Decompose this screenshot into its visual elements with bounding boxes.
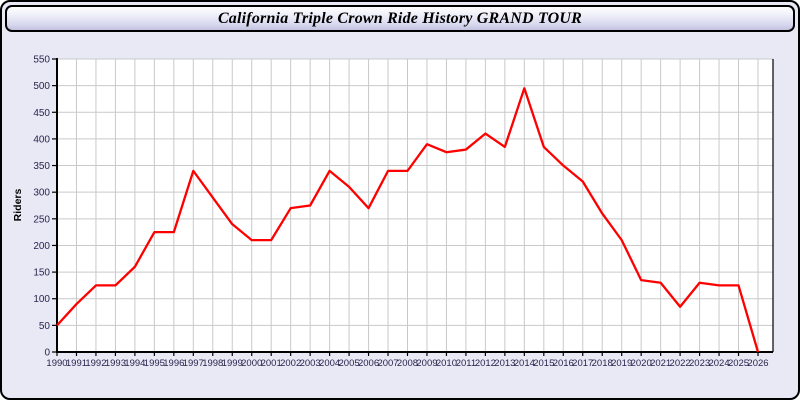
- x-tick-label: 2023: [689, 358, 710, 369]
- x-tick-label: 1996: [163, 358, 184, 369]
- x-tick-label: 1991: [66, 358, 87, 369]
- x-tick-label: 2016: [553, 358, 574, 369]
- gridlines: [57, 58, 773, 352]
- y-tick-label: 350: [33, 161, 50, 172]
- x-tick-label: 2025: [728, 358, 749, 369]
- x-tick-label: 2012: [475, 358, 496, 369]
- x-tick-label: 2007: [377, 358, 398, 369]
- x-tick-label: 2018: [592, 358, 613, 369]
- x-tick-label: 1995: [144, 358, 165, 369]
- x-tick-label: 2005: [339, 358, 360, 369]
- title-bar: California Triple Crown Ride History GRA…: [5, 5, 795, 32]
- y-tick-label: 150: [33, 268, 50, 279]
- y-tick-label: 450: [33, 108, 50, 119]
- x-tick-label: 1993: [105, 358, 126, 369]
- axes: [52, 58, 774, 356]
- x-tick-label: 1990: [46, 358, 67, 369]
- x-tick-label: 2019: [611, 358, 632, 369]
- x-tick-label: 2001: [261, 358, 282, 369]
- x-tick-label: 1999: [222, 358, 243, 369]
- x-tick-label: 2021: [650, 358, 671, 369]
- plot-background: [57, 59, 773, 352]
- y-tick-label: 550: [33, 55, 50, 66]
- x-tick-label: 2014: [514, 358, 535, 369]
- x-tick-label: 2003: [300, 358, 321, 369]
- x-tick-label: 2017: [572, 358, 593, 369]
- y-tick-label: 500: [33, 81, 50, 92]
- page-title: California Triple Crown Ride History GRA…: [217, 9, 583, 27]
- riders-line: [56, 87, 760, 353]
- x-tick-label: 2006: [358, 358, 379, 369]
- x-tick-label: 1998: [202, 358, 223, 369]
- y-tick-label: 100: [33, 294, 50, 305]
- x-tick-label: 2015: [533, 358, 554, 369]
- x-tick-label: 2024: [708, 358, 729, 369]
- x-tick-label: 2020: [631, 358, 652, 369]
- y-tick-label: 250: [33, 214, 50, 225]
- x-tick-label: 2008: [397, 358, 418, 369]
- y-tick-label: 50: [39, 321, 51, 332]
- y-tick-label: 200: [33, 241, 50, 252]
- x-tick-label: 2009: [416, 358, 437, 369]
- x-tick-label: 2004: [319, 358, 340, 369]
- y-tick-label: 300: [33, 188, 50, 199]
- x-tick-label: 1992: [85, 358, 106, 369]
- x-tick-label: 2022: [670, 358, 691, 369]
- x-tick-label: 2013: [494, 358, 515, 369]
- x-tick-label: 1997: [183, 358, 204, 369]
- x-tick-label: 2000: [241, 358, 262, 369]
- x-tick-label: 2026: [747, 358, 768, 369]
- data-series: [56, 87, 760, 353]
- tick-labels: 0501001502002503003504004505005501990199…: [33, 55, 768, 370]
- x-tick-label: 2002: [280, 358, 301, 369]
- x-tick-label: 1994: [124, 358, 145, 369]
- x-tick-label: 2011: [456, 358, 476, 369]
- y-tick-label: 0: [44, 348, 50, 359]
- y-axis-title: Riders: [12, 189, 24, 222]
- y-tick-label: 400: [33, 134, 50, 145]
- x-tick-label: 2010: [436, 358, 457, 369]
